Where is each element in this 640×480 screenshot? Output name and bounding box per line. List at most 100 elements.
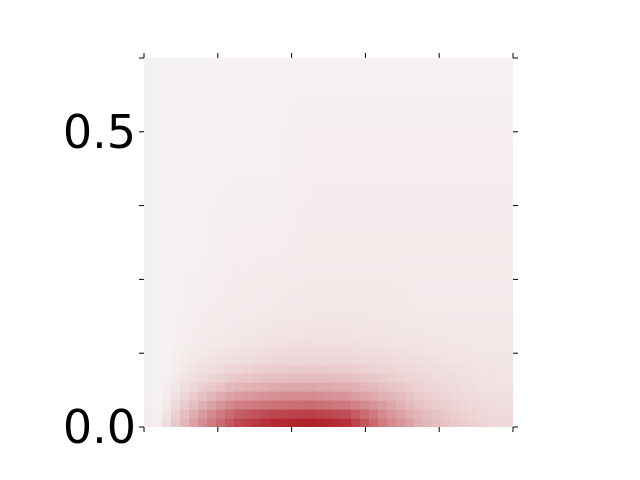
heatmap-cell: [162, 391, 172, 401]
heatmap-cell: [279, 391, 289, 401]
heatmap-cell: [207, 112, 217, 122]
heatmap-cell: [414, 139, 424, 149]
heatmap-cell: [324, 67, 334, 77]
heatmap-cell: [252, 265, 262, 275]
heatmap-cell: [369, 337, 379, 347]
heatmap-cell: [342, 382, 352, 392]
heatmap-cell: [342, 175, 352, 185]
heatmap-cell: [477, 409, 487, 419]
heatmap-cell: [423, 157, 433, 167]
heatmap-cell: [324, 148, 334, 158]
heatmap-cell: [153, 211, 163, 221]
heatmap-cell: [432, 328, 442, 338]
heatmap-cell: [189, 319, 199, 329]
heatmap-cell: [495, 301, 505, 311]
heatmap-cell: [324, 328, 334, 338]
heatmap-cell: [441, 112, 451, 122]
heatmap-cell: [405, 112, 415, 122]
heatmap-cell: [477, 292, 487, 302]
heatmap-cell: [216, 166, 226, 176]
heatmap-cell: [414, 166, 424, 176]
heatmap-cell: [387, 274, 397, 284]
heatmap-cell: [234, 58, 244, 68]
heatmap-cell: [486, 400, 496, 410]
heatmap-cell: [441, 166, 451, 176]
heatmap-cell: [180, 121, 190, 131]
heatmap-cell: [495, 292, 505, 302]
heatmap-cell: [198, 400, 208, 410]
heatmap-cell: [414, 292, 424, 302]
heatmap-cell: [351, 292, 361, 302]
heatmap-cell: [360, 292, 370, 302]
heatmap-cell: [459, 391, 469, 401]
heatmap-cell: [414, 58, 424, 68]
heatmap-cell: [351, 274, 361, 284]
heatmap-cell: [297, 274, 307, 284]
heatmap-cell: [162, 328, 172, 338]
heatmap-cell: [504, 364, 513, 374]
heatmap-cell: [333, 229, 343, 239]
heatmap-cell: [180, 139, 190, 149]
heatmap-cell: [306, 409, 316, 419]
heatmap-cell: [252, 319, 262, 329]
heatmap-cell: [414, 346, 424, 356]
heatmap-cell: [261, 418, 271, 427]
heatmap-cell: [189, 67, 199, 77]
heatmap-cell: [459, 148, 469, 158]
heatmap-cell: [216, 148, 226, 158]
heatmap-cell: [207, 283, 217, 293]
heatmap-cell: [234, 148, 244, 158]
heatmap-cell: [450, 337, 460, 347]
heatmap-cell: [423, 112, 433, 122]
heatmap-cell: [360, 211, 370, 221]
heatmap-cell: [450, 139, 460, 149]
heatmap-cell: [288, 283, 298, 293]
heatmap-cell: [387, 310, 397, 320]
heatmap-cell: [396, 148, 406, 158]
heatmap-cell: [468, 346, 478, 356]
heatmap-cell: [252, 157, 262, 167]
heatmap-cell: [324, 58, 334, 68]
heatmap-cell: [459, 184, 469, 194]
heatmap-cell: [333, 283, 343, 293]
heatmap-cell: [279, 202, 289, 212]
heatmap-cell: [432, 175, 442, 185]
heatmap-cell: [396, 391, 406, 401]
heatmap-cell: [198, 76, 208, 86]
heatmap-cell: [270, 166, 280, 176]
heatmap-cell: [333, 418, 343, 427]
heatmap-cell: [162, 112, 172, 122]
heatmap-cell: [162, 76, 172, 86]
heatmap-cell: [333, 373, 343, 383]
heatmap-cell: [450, 112, 460, 122]
heatmap-cell: [423, 418, 433, 427]
heatmap-cell: [423, 310, 433, 320]
heatmap-cell: [261, 211, 271, 221]
heatmap-cell: [198, 211, 208, 221]
heatmap-cell: [270, 202, 280, 212]
heatmap-cell: [207, 274, 217, 284]
heatmap-cell: [144, 400, 154, 410]
heatmap-cell: [351, 220, 361, 230]
heatmap-cell: [198, 247, 208, 257]
heatmap-cell: [189, 391, 199, 401]
heatmap-cell: [306, 337, 316, 347]
heatmap-cell: [234, 364, 244, 374]
heatmap-cell: [495, 103, 505, 113]
heatmap-cell: [486, 364, 496, 374]
heatmap-cell: [234, 103, 244, 113]
heatmap-cell: [405, 247, 415, 257]
heatmap-cell: [351, 310, 361, 320]
heatmap-cell: [342, 157, 352, 167]
heatmap-cell: [198, 202, 208, 212]
heatmap-cell: [153, 130, 163, 140]
heatmap-cell: [315, 256, 325, 266]
heatmap-cell: [342, 238, 352, 248]
heatmap-cell: [252, 202, 262, 212]
heatmap-cell: [342, 400, 352, 410]
heatmap-cell: [351, 112, 361, 122]
heatmap-cell: [468, 103, 478, 113]
heatmap-cell: [297, 409, 307, 419]
heatmap-cell: [171, 283, 181, 293]
heatmap-cell: [486, 103, 496, 113]
